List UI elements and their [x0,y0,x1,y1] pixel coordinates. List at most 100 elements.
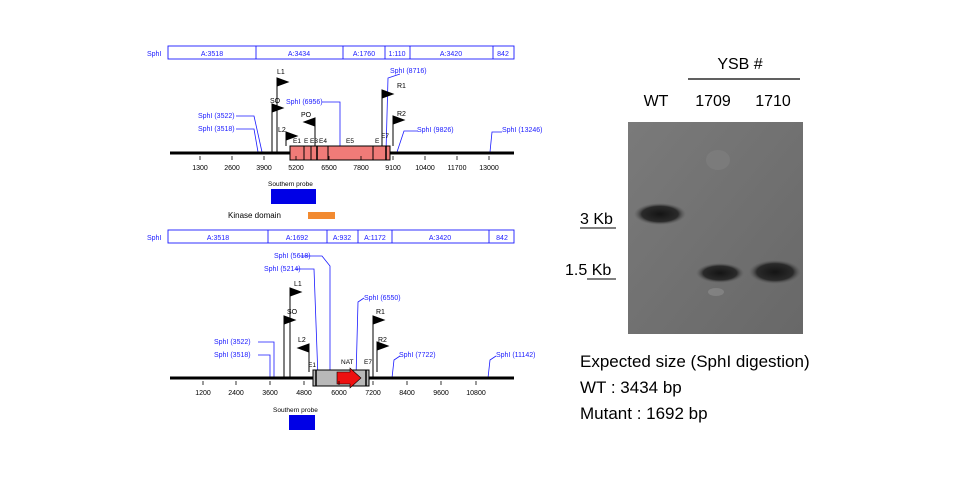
mut-probe-label: Southern probe [273,407,318,414]
mut-frag-label: A:1692 [286,235,308,242]
flag-icon [302,117,316,127]
mut-primer-label: L1 [294,281,302,288]
flag-icon [271,103,285,113]
expected-title: Expected size (SphI digestion) [580,352,810,371]
band-1709-1-5kb [696,263,744,283]
mut-tick-label: 1200 [195,390,211,397]
mut-primer-label: L2 [298,337,306,344]
wt-site-label: SphI (3522) [198,113,235,120]
mut-tick-label: 6000 [331,390,347,397]
wt-tick-label: 1300 [192,165,208,172]
mut-site-label: SphI (11142) [496,352,535,359]
mut-tick-label: 8400 [399,390,415,397]
wt-site-label: SphI (8716) [390,68,427,75]
wt-scale-ticks [199,156,490,160]
flag-icon [381,89,395,99]
wt-frag-label: A:3434 [288,51,310,58]
wt-gene [289,145,391,161]
wt-frag-label: A:3518 [201,51,223,58]
mut-feature-label: NAT [341,359,354,366]
expected-sizes: Expected size (SphI digestion) WT : 3434… [580,352,810,423]
mut-frag-label: A:1172 [364,235,386,242]
blot-membrane [628,122,803,334]
expected-mutant: Mutant : 1692 bp [580,404,708,423]
ysb-group-label: YSB # [717,56,762,73]
wt-exon-label: E1 [293,138,301,145]
wt-tick-label: 7800 [353,165,369,172]
wt-frag-label: 842 [497,51,509,58]
wt-primer-label: R1 [397,83,406,90]
wt-frag-label-sphi: SphI [147,51,161,58]
flag-icon [296,343,310,353]
wt-fragment-bar: SphI A:3518 A:3434 A:1760 1:110 A:3420 8… [147,45,515,60]
southern-blot: YSB # WT 1709 1710 3 Kb 1.5 Kb [565,56,803,334]
wt-exon-label: E3 [310,138,318,145]
mut-site-label: SphI (5214) [264,266,301,273]
mut-scale-ticks [202,381,477,385]
mut-primer-label: R2 [378,337,387,344]
lane-label-1710: 1710 [755,93,791,110]
lane-label-1709: 1709 [695,93,731,110]
wt-tick-label: 13000 [479,165,499,172]
wt-site-label: SphI (3518) [198,126,235,133]
wt-frag-label: A:1760 [353,51,375,58]
flag-icon [276,77,290,87]
kinase-domain-bar [308,212,335,219]
wt-fragment-box [167,45,515,60]
wt-primer-label: SO [270,98,281,105]
band-1710-1-5kb [749,260,801,284]
wt-southern-probe [271,189,316,204]
lane-label-wt: WT [644,93,669,110]
marker-1-5kb: 1.5 Kb [565,262,611,279]
kinase-domain-label: Kinase domain [228,211,281,220]
mut-frag-label: A:3518 [207,235,229,242]
marker-3kb: 3 Kb [580,211,613,228]
wt-primer-label: PO [301,112,312,119]
wt-site-label: SphI (13246) [502,127,542,134]
mut-primer-label: SO [287,309,298,316]
mut-sphi-sites [258,255,497,379]
mut-frag-label: A:3420 [429,235,451,242]
mut-tick-label: 10800 [466,390,486,397]
mut-site-label: SphI (3518) [214,352,251,359]
flag-icon [283,315,297,325]
wt-probe-label: Southern probe [268,181,313,188]
mut-southern-probe [289,415,315,430]
wt-exon-block [289,145,391,161]
mut-frag-label: 842 [496,235,508,242]
flag-icon [376,341,390,351]
wt-exon-label: E [375,138,380,145]
wt-primer-label: L2 [278,127,286,134]
mut-frag-label-sphi: SphI [147,235,161,242]
wt-tick-label: 3900 [256,165,272,172]
mut-site-label: SphI (6550) [364,295,401,302]
mut-fragment-box [167,229,515,244]
wt-map: SphI A:3518 A:3434 A:1760 1:110 A:3420 8… [147,45,542,220]
mut-tick-label: 9600 [433,390,449,397]
wt-tick-label: 10400 [415,165,435,172]
mut-tick-label: 7200 [365,390,381,397]
mut-site-label: SphI (5618) [274,253,311,260]
flag-icon [289,287,303,297]
wt-exon-label: E5 [346,138,354,145]
wt-tick-label: 5200 [288,165,304,172]
wt-exon-label: E7 [381,133,389,140]
flag-icon [392,115,406,125]
mut-fragment-bar: SphI A:3518 A:1692 A:932 A:1172 A:3420 8… [147,229,515,244]
mut-tick-label: 2400 [228,390,244,397]
wt-primer-label: R2 [397,111,406,118]
expected-wt: WT : 3434 bp [580,378,682,397]
mut-primer-label: R1 [376,309,385,316]
flag-icon [285,131,299,141]
mut-site-label: SphI (3522) [214,339,251,346]
wt-primer-label: L1 [277,69,285,76]
wt-site-label: SphI (9826) [417,127,454,134]
wt-exon-label: E [304,138,309,145]
band-wt-3kb [634,203,686,225]
mut-frag-label: A:932 [333,235,351,242]
wt-primers [271,77,406,152]
wt-tick-label: 11700 [448,165,467,172]
wt-tick-label: 6500 [321,165,337,172]
flag-icon [372,315,386,325]
